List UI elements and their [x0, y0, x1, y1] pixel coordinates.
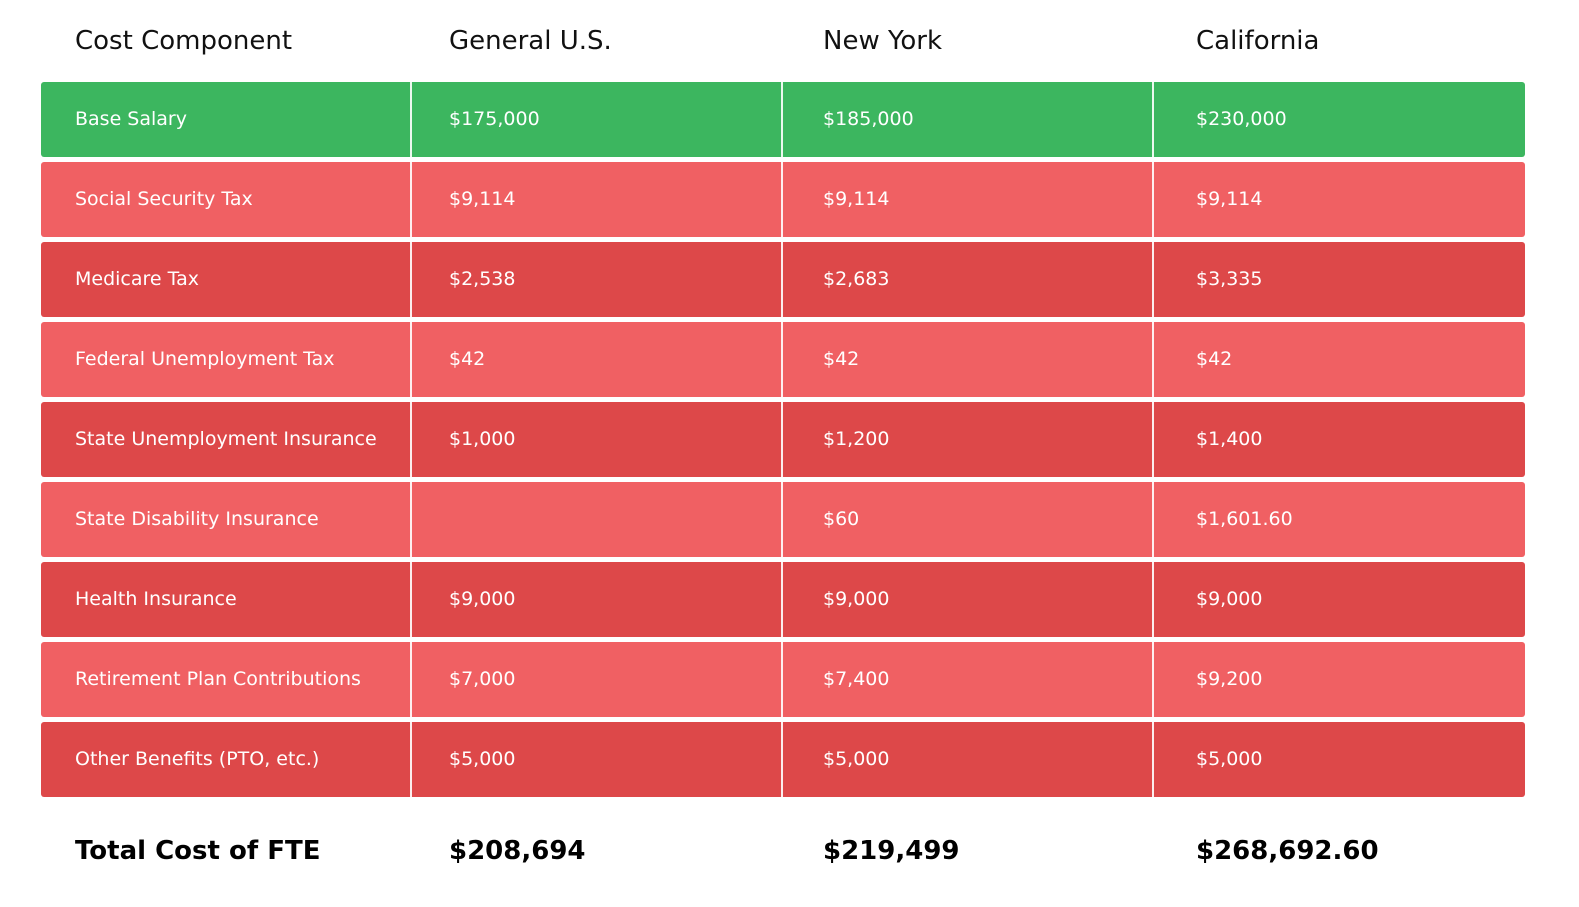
- column-divider: [410, 242, 412, 317]
- column-divider: [781, 402, 783, 477]
- header-cost-component: Cost Component: [75, 26, 293, 56]
- cell-california: $1,400: [1196, 428, 1263, 450]
- cell-general-us: $42: [449, 348, 486, 370]
- cell-california: $3,335: [1196, 268, 1263, 290]
- total-california: $268,692.60: [1196, 836, 1379, 866]
- table-row: State Disability Insurance $60 $1,601.60: [41, 482, 1525, 557]
- header-general-us: General U.S.: [449, 26, 612, 56]
- column-divider: [781, 242, 783, 317]
- row-label: Federal Unemployment Tax: [75, 348, 335, 370]
- column-divider: [781, 722, 783, 797]
- column-divider: [410, 482, 412, 557]
- total-new-york: $219,499: [823, 836, 960, 866]
- cell-general-us: $175,000: [449, 108, 540, 130]
- cell-new-york: $7,400: [823, 668, 890, 690]
- column-divider: [1152, 242, 1154, 317]
- column-divider: [410, 82, 412, 157]
- cell-general-us: $5,000: [449, 748, 516, 770]
- column-divider: [781, 562, 783, 637]
- column-divider: [1152, 322, 1154, 397]
- cell-california: $1,601.60: [1196, 508, 1293, 530]
- row-label: Other Benefits (PTO, etc.): [75, 748, 320, 770]
- cell-california: $9,000: [1196, 588, 1263, 610]
- column-divider: [781, 482, 783, 557]
- total-row: Total Cost of FTE $208,694 $219,499 $268…: [41, 830, 1525, 880]
- cell-new-york: $9,114: [823, 188, 890, 210]
- table-row: Health Insurance $9,000 $9,000 $9,000: [41, 562, 1525, 637]
- cell-new-york: $2,683: [823, 268, 890, 290]
- column-divider: [1152, 482, 1154, 557]
- table-row: Retirement Plan Contributions $7,000 $7,40…: [41, 642, 1525, 717]
- cell-new-york: $5,000: [823, 748, 890, 770]
- total-label: Total Cost of FTE: [75, 836, 321, 866]
- table-row: Other Benefits (PTO, etc.) $5,000 $5,000 $5…: [41, 722, 1525, 797]
- cell-california: $42: [1196, 348, 1233, 370]
- cell-general-us: $9,114: [449, 188, 516, 210]
- row-label: Medicare Tax: [75, 268, 199, 290]
- table-row: Federal Unemployment Tax $42 $42 $42: [41, 322, 1525, 397]
- cell-general-us: $2,538: [449, 268, 516, 290]
- cell-new-york: $60: [823, 508, 860, 530]
- table-row: State Unemployment Insurance $1,000 $1,200…: [41, 402, 1525, 477]
- table-header-row: Cost Component General U.S. New York Cal…: [41, 0, 1525, 82]
- header-california: California: [1196, 26, 1320, 56]
- column-divider: [781, 642, 783, 717]
- cell-california: $230,000: [1196, 108, 1287, 130]
- column-divider: [1152, 402, 1154, 477]
- row-label: Base Salary: [75, 108, 187, 130]
- cell-general-us: $1,000: [449, 428, 516, 450]
- cell-new-york: $42: [823, 348, 860, 370]
- column-divider: [781, 82, 783, 157]
- column-divider: [410, 562, 412, 637]
- cell-california: $5,000: [1196, 748, 1263, 770]
- column-divider: [410, 402, 412, 477]
- table-row: Social Security Tax $9,114 $9,114 $9,114: [41, 162, 1525, 237]
- cell-california: $9,200: [1196, 668, 1263, 690]
- cell-new-york: $9,000: [823, 588, 890, 610]
- row-label: Social Security Tax: [75, 188, 253, 210]
- row-label: Health Insurance: [75, 588, 237, 610]
- column-divider: [410, 322, 412, 397]
- table-row: Medicare Tax $2,538 $2,683 $3,335: [41, 242, 1525, 317]
- row-label: State Disability Insurance: [75, 508, 319, 530]
- cell-california: $9,114: [1196, 188, 1263, 210]
- cell-new-york: $1,200: [823, 428, 890, 450]
- column-divider: [781, 162, 783, 237]
- column-divider: [410, 162, 412, 237]
- total-general-us: $208,694: [449, 836, 586, 866]
- column-divider: [1152, 722, 1154, 797]
- column-divider: [410, 642, 412, 717]
- row-label: State Unemployment Insurance: [75, 428, 377, 450]
- cell-general-us: $7,000: [449, 668, 516, 690]
- table-row: Base Salary $175,000 $185,000 $230,000: [41, 82, 1525, 157]
- column-divider: [1152, 642, 1154, 717]
- column-divider: [1152, 162, 1154, 237]
- cell-general-us: $9,000: [449, 588, 516, 610]
- column-divider: [1152, 82, 1154, 157]
- row-label: Retirement Plan Contributions: [75, 668, 361, 690]
- column-divider: [781, 322, 783, 397]
- cell-new-york: $185,000: [823, 108, 914, 130]
- header-new-york: New York: [823, 26, 943, 56]
- column-divider: [1152, 562, 1154, 637]
- column-divider: [410, 722, 412, 797]
